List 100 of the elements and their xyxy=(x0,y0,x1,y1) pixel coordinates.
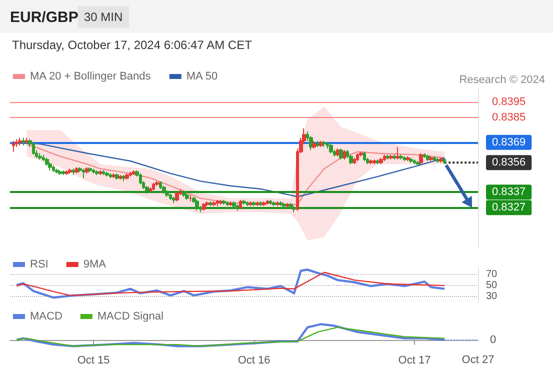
candlestick xyxy=(373,158,376,165)
candlestick xyxy=(102,170,105,176)
candlestick xyxy=(266,199,269,206)
text: Research © 2024 xyxy=(459,74,545,86)
x-tick-label: Oct 16 xyxy=(238,354,270,366)
legend-label: MA 20 + Bollinger Bands xyxy=(30,70,152,82)
y-tick-label: 30 xyxy=(486,291,498,302)
candlestick xyxy=(426,154,430,162)
candlestick xyxy=(429,156,433,162)
candlestick xyxy=(132,170,135,176)
candlestick xyxy=(219,199,222,206)
candlestick xyxy=(232,200,236,208)
candlestick xyxy=(68,168,72,174)
candlestick xyxy=(419,152,423,165)
candlestick xyxy=(159,180,162,190)
candlestick xyxy=(45,157,49,166)
legend-label: MACD xyxy=(30,310,62,322)
candlestick xyxy=(152,182,155,192)
candlestick xyxy=(182,190,186,198)
candlestick xyxy=(259,200,262,207)
candlestick xyxy=(309,136,313,151)
candlestick xyxy=(322,140,326,148)
candlestick xyxy=(65,170,69,176)
candlestick xyxy=(99,170,102,176)
candlestick xyxy=(119,174,122,180)
chart-title: EUR/GBP xyxy=(10,9,78,26)
candlestick xyxy=(122,174,125,182)
candlestick xyxy=(226,200,229,207)
candlestick xyxy=(55,168,59,174)
candlestick xyxy=(292,206,296,213)
candlestick xyxy=(409,157,413,164)
candlestick xyxy=(289,202,293,210)
candlestick xyxy=(162,185,166,194)
candlestick xyxy=(115,172,119,180)
candlestick xyxy=(175,192,179,202)
candlestick xyxy=(209,200,212,207)
candlestick xyxy=(246,200,249,207)
candlestick xyxy=(239,199,242,210)
candlestick xyxy=(112,172,115,179)
candlestick xyxy=(272,200,276,207)
candlestick xyxy=(339,148,343,160)
candlestick xyxy=(18,137,22,146)
candlestick xyxy=(88,166,92,172)
candlestick xyxy=(72,168,75,176)
candlestick xyxy=(62,170,65,176)
candlestick xyxy=(423,152,426,158)
candlestick xyxy=(359,151,363,157)
candlestick xyxy=(286,202,289,208)
candlestick xyxy=(125,172,129,180)
candlestick xyxy=(396,146,400,160)
y-tick-label: 70 xyxy=(486,269,498,280)
candlestick xyxy=(383,154,386,162)
candlestick xyxy=(42,154,45,162)
candlestick xyxy=(129,171,132,178)
candlestick xyxy=(262,200,266,207)
y-tick-label: 0.8327 xyxy=(492,202,526,214)
candlestick xyxy=(229,200,232,207)
candlestick xyxy=(326,142,329,150)
candlestick xyxy=(379,157,383,165)
candlestick xyxy=(329,143,333,154)
candlestick xyxy=(399,154,403,160)
candlestick xyxy=(169,193,172,200)
candlestick xyxy=(52,165,55,172)
candlestick xyxy=(376,158,379,165)
candlestick xyxy=(252,200,256,207)
candlestick xyxy=(279,200,283,207)
candlestick xyxy=(403,156,406,162)
candlestick xyxy=(212,200,216,207)
candlestick xyxy=(282,202,286,208)
candlestick xyxy=(393,154,396,160)
candlestick xyxy=(356,152,359,162)
candlestick xyxy=(443,157,446,165)
legend-label: MA 50 xyxy=(186,70,218,82)
candlestick xyxy=(25,137,28,144)
legend-label: 9MA xyxy=(83,258,107,270)
candlestick xyxy=(82,168,85,179)
candlestick xyxy=(195,199,199,212)
legend-label: MACD Signal xyxy=(97,310,164,322)
y-tick-label: 0.8337 xyxy=(492,186,526,198)
candlestick xyxy=(406,156,410,162)
candlestick xyxy=(85,166,89,174)
x-tick-label: Oct 17 xyxy=(398,354,431,366)
candlestick xyxy=(242,199,246,206)
candlestick xyxy=(236,204,239,212)
candlestick xyxy=(363,151,366,162)
candlestick xyxy=(413,158,416,165)
candlestick xyxy=(256,200,259,207)
candlestick xyxy=(439,157,443,164)
candlestick xyxy=(75,166,79,174)
y-tick-label: 0.8369 xyxy=(492,136,526,148)
text: 0 xyxy=(490,334,496,346)
candlestick xyxy=(48,162,52,171)
candlestick xyxy=(216,199,219,207)
candlestick xyxy=(155,180,159,186)
candlestick xyxy=(312,140,316,150)
candlestick xyxy=(38,152,42,160)
y-tick-label: 0.8356 xyxy=(492,156,526,169)
candlestick xyxy=(202,202,206,212)
candlestick xyxy=(32,142,35,156)
candlestick xyxy=(58,170,62,176)
